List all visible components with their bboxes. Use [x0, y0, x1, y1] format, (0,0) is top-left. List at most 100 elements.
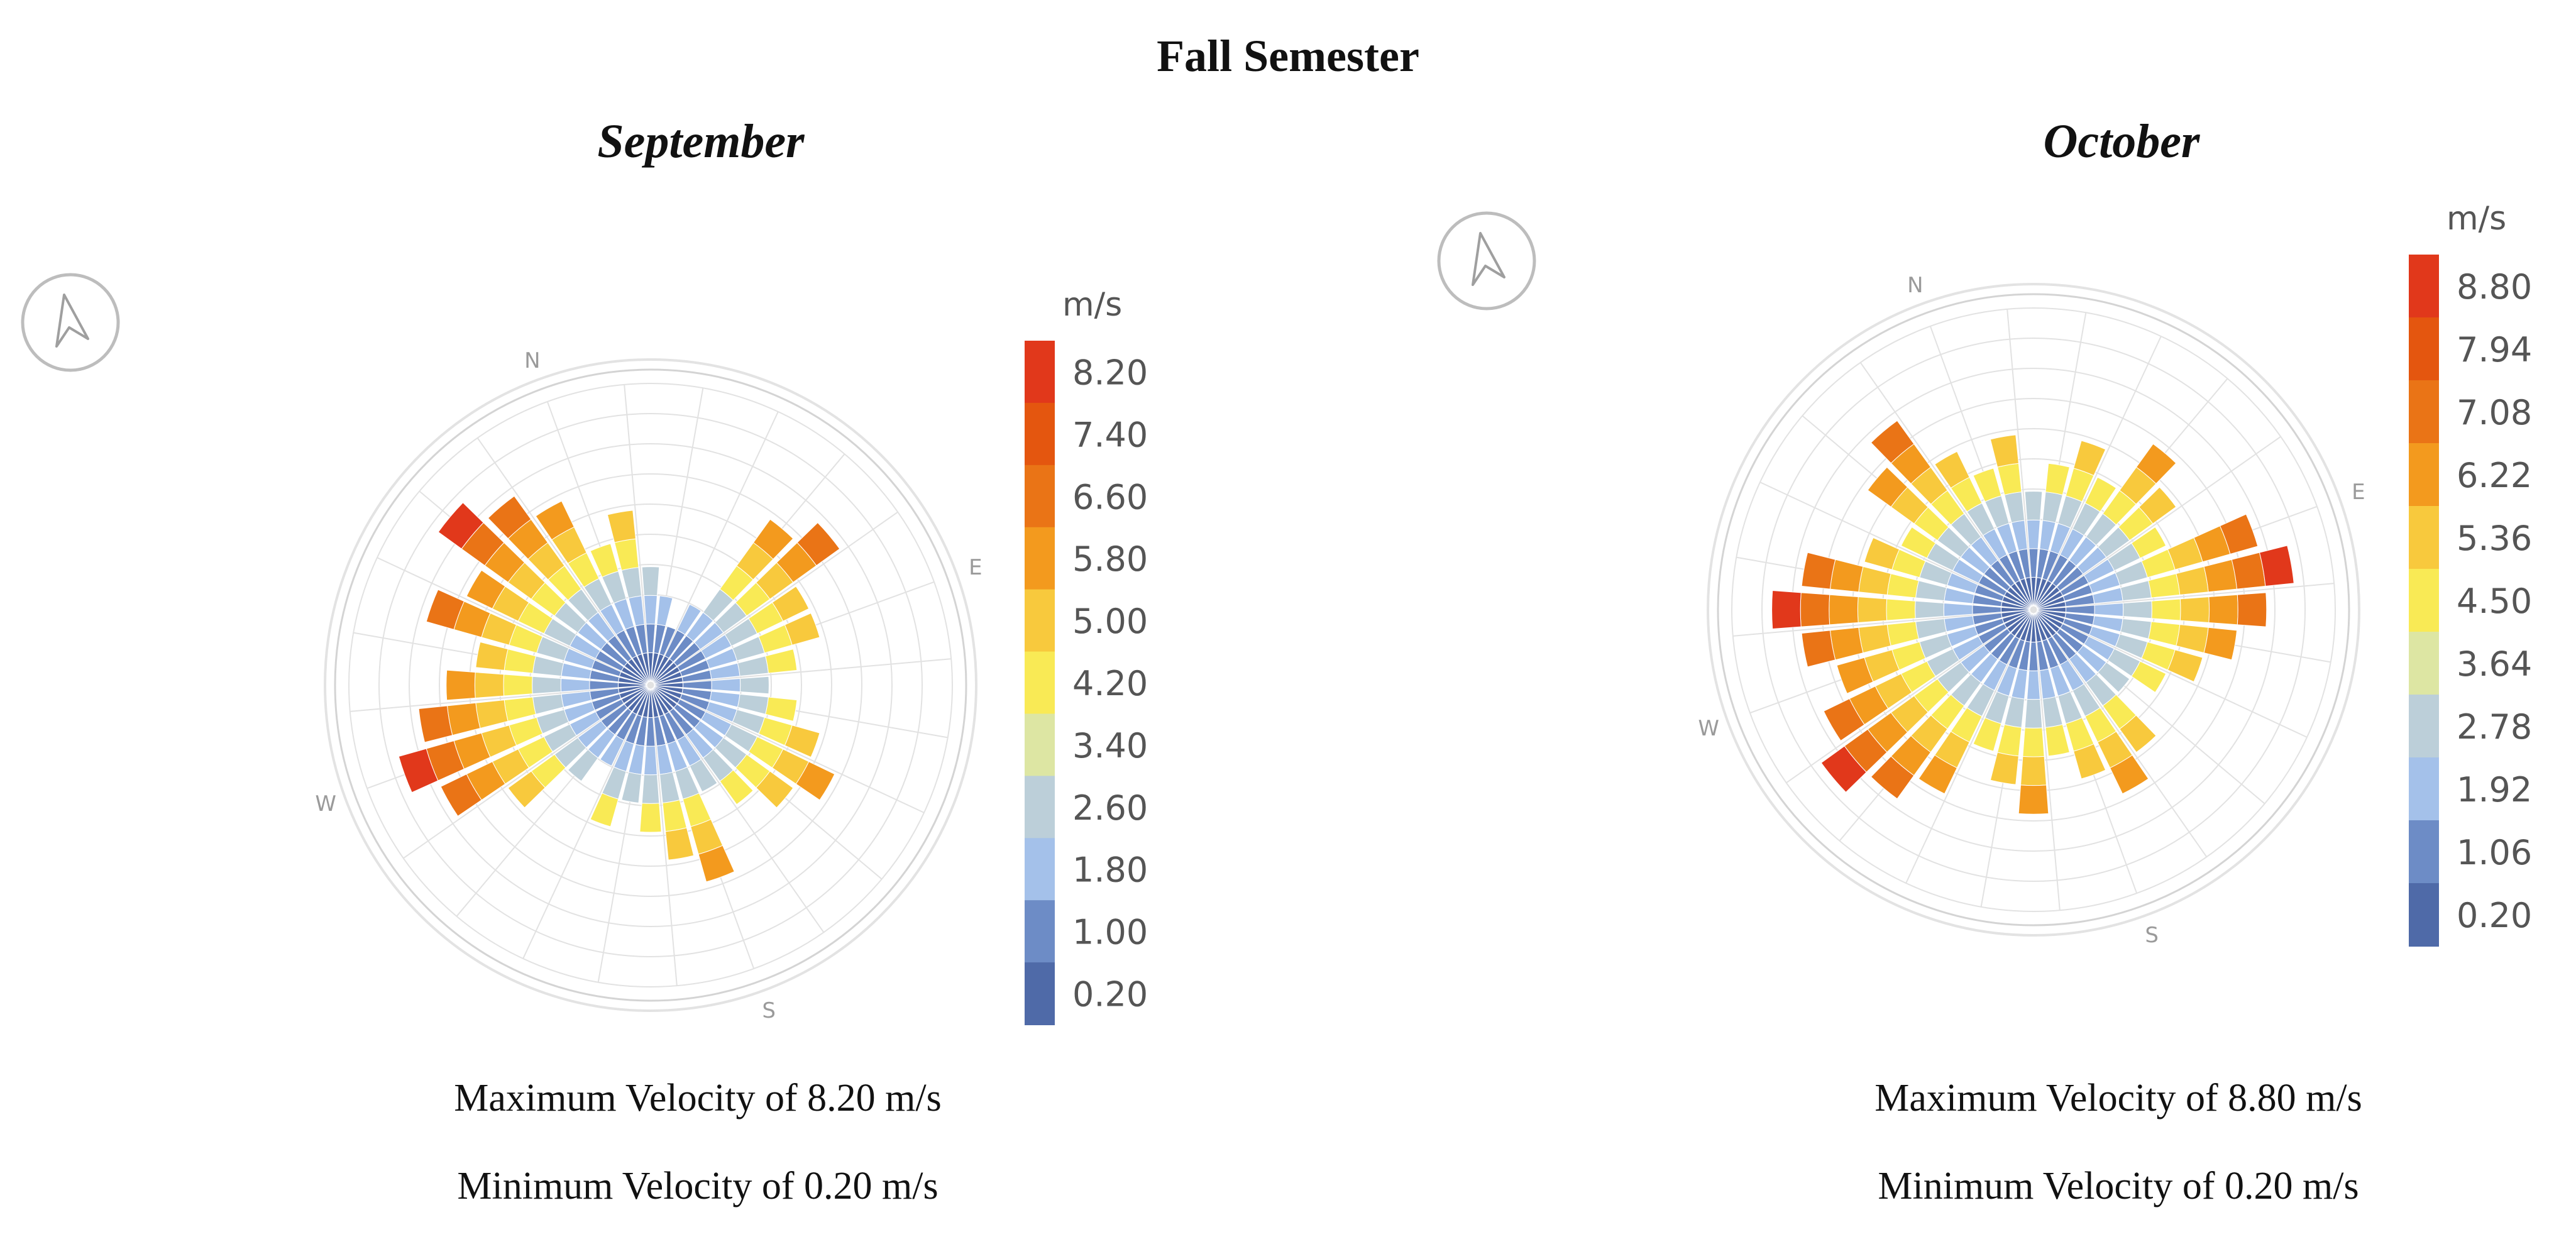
rose-wedge-segment — [1900, 526, 1936, 559]
legend-swatch — [1025, 900, 1055, 964]
legend-swatch — [2409, 883, 2439, 947]
rose-wedge-segment — [1858, 566, 1891, 595]
rose-grid-spoke — [1905, 609, 2034, 884]
rose-grid-spoke — [650, 685, 825, 933]
rose-grid-spoke — [2033, 583, 2335, 610]
legend-swatch — [2409, 820, 2439, 884]
legend-tick-label: 2.78 — [2457, 707, 2532, 747]
cardinal-label: E — [2352, 480, 2365, 505]
rose-wedge-segment — [2135, 443, 2177, 485]
rose-grid-spoke — [2033, 436, 2281, 610]
rose-grid-spoke — [476, 437, 651, 686]
rose-wedge-segment — [1820, 745, 1867, 793]
rose-wedge-segment — [676, 603, 702, 635]
rose-wedge-segment — [2138, 487, 2177, 524]
rose-wedge-segment — [487, 495, 532, 539]
rose-grid-spoke — [650, 685, 925, 813]
rose-wedge-segment — [590, 793, 619, 827]
rose-wedge-segment — [567, 749, 599, 782]
rose-grid-spoke — [624, 384, 651, 686]
legend-swatch — [2409, 506, 2439, 569]
rose-grid-spoke — [650, 658, 952, 686]
cardinal-label: E — [969, 555, 982, 580]
cardinal-label: S — [2145, 923, 2159, 948]
rose-grid-spoke — [1759, 481, 2034, 610]
rose-wedge-segment — [2219, 514, 2259, 555]
legend-tick-label: 5.00 — [1072, 602, 1148, 641]
rose-wedge-segment — [2020, 756, 2047, 786]
rose-wedge-segment — [2119, 715, 2157, 753]
rose-wedge-segment — [698, 845, 735, 883]
legend-swatch — [2409, 569, 2439, 632]
rose-wedge-segment — [2203, 627, 2238, 661]
legend-swatch — [2409, 443, 2439, 507]
legend-tick-label: 7.40 — [1072, 415, 1148, 454]
rose-wedge-segment — [2176, 624, 2209, 654]
legend-swatch — [1025, 465, 1055, 528]
rose-wedge-segment — [2122, 600, 2152, 619]
rose-wedge-segment — [1801, 630, 1836, 668]
rose-wedge-segment — [2045, 463, 2071, 495]
legend-tick-label: 6.22 — [2457, 456, 2532, 495]
rose-wedge-segment — [2024, 698, 2043, 729]
rose-wedge-segment — [2148, 573, 2181, 598]
october-title: October — [2043, 115, 2200, 168]
rose-grid-spoke — [650, 411, 779, 686]
legend-swatch — [2409, 757, 2439, 821]
rose-wedge-segment — [535, 500, 575, 541]
legend-tick-label: 3.64 — [2457, 644, 2532, 684]
rose-grid-spoke — [2033, 336, 2162, 610]
legend-tick-label: 7.94 — [2457, 330, 2532, 370]
rose-grid-spoke — [2006, 309, 2034, 610]
rose-grid-ring — [439, 473, 862, 897]
rose-wedge-segment — [1918, 754, 1957, 795]
legend-tick-label: 8.80 — [2457, 267, 2532, 307]
legend-swatch — [1025, 713, 1055, 777]
rose-wedge-segment — [607, 510, 636, 543]
rose-grid-spoke — [650, 511, 898, 686]
legend-swatch — [2409, 632, 2439, 695]
cardinal-label: S — [762, 998, 776, 1023]
rose-outer-ring — [324, 358, 977, 1012]
rose-wedge-segment — [796, 522, 840, 566]
rose-grid-ring — [409, 443, 893, 927]
rose-wedge-segment — [795, 761, 835, 801]
north-arrow-icon — [1437, 211, 1536, 311]
rose-wedge-segment — [1996, 463, 2022, 495]
legend-swatch — [2409, 255, 2439, 318]
rose-wedge-segment — [440, 773, 482, 817]
rose-wedge-segment — [2176, 566, 2209, 595]
legend-unit: m/s — [1062, 286, 1122, 324]
rose-wedge-segment — [2097, 661, 2130, 693]
rose-wedge-segment — [1990, 752, 2019, 785]
legend-tick-label: 1.80 — [1072, 850, 1148, 890]
rose-grid-spoke — [1859, 362, 2034, 610]
legend-tick-label: 5.80 — [1072, 539, 1148, 579]
cardinal-label: N — [1907, 273, 1923, 298]
cardinal-label: W — [315, 791, 336, 817]
legend-swatch — [1025, 651, 1055, 715]
legend-swatch — [1025, 589, 1055, 652]
rose-wedge-segment — [426, 589, 465, 630]
legend-tick-label: 4.50 — [2457, 581, 2532, 621]
september-max-velocity: Maximum Velocity of 8.20 m/s — [454, 1077, 942, 1119]
rose-wedge-segment — [600, 735, 625, 767]
rose-wedge-segment — [1915, 600, 1945, 619]
rose-grid-spoke — [403, 685, 651, 859]
rose-frame-ring — [334, 368, 967, 1002]
rose-wedge-segment — [639, 803, 662, 833]
rose-wedge-segment — [438, 502, 484, 549]
rose-grid-spoke — [350, 685, 651, 712]
rose-wedge-segment — [475, 641, 509, 671]
rose-wedge-segment — [1934, 451, 1970, 489]
rose-wedge-segment — [2094, 603, 2124, 617]
legend-tick-label: 8.20 — [1072, 353, 1148, 392]
rose-wedge-segment — [1867, 466, 1908, 508]
rose-wedge-segment — [1943, 603, 1973, 617]
rose-wedge-segment — [659, 625, 676, 656]
rose-wedge-segment — [2022, 727, 2045, 757]
rose-wedge-segment — [1836, 657, 1874, 694]
legend-tick-label: 1.06 — [2457, 833, 2532, 872]
north-arrow-icon — [21, 273, 120, 372]
